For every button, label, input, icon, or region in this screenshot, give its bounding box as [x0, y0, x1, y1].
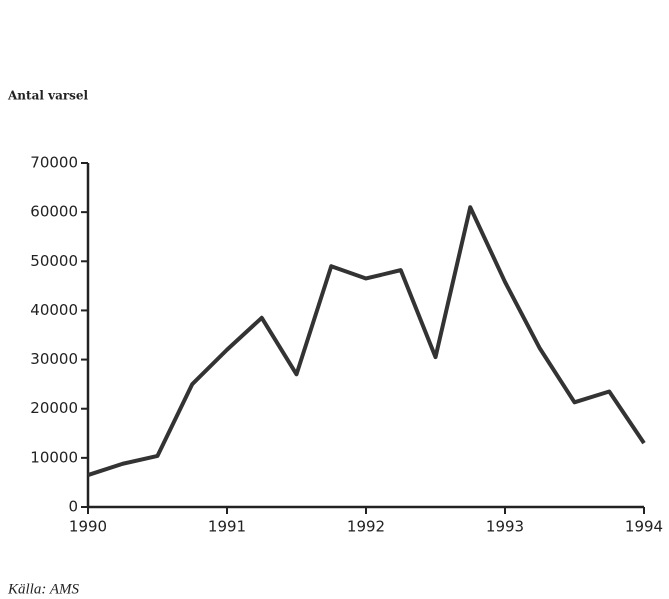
- y-tick-label: 40000: [30, 301, 78, 319]
- y-tick-label: 50000: [30, 252, 78, 270]
- x-tick-label: 1993: [486, 518, 524, 536]
- y-tick-label: 70000: [30, 154, 78, 172]
- x-tick-label: 1990: [69, 518, 107, 536]
- y-tick-label: 20000: [30, 399, 78, 417]
- y-tick-label: 10000: [30, 448, 78, 466]
- y-tick-label: 0: [68, 498, 78, 516]
- x-tick-label: 1994: [625, 518, 663, 536]
- chart-title: Antal varsel: [7, 89, 89, 103]
- y-tick-label: 60000: [30, 203, 78, 221]
- source: Källa: AMS: [7, 581, 79, 597]
- x-tick-label: 1991: [208, 518, 246, 536]
- data-line: [87, 205, 646, 477]
- y-tick-label: 30000: [30, 350, 78, 368]
- x-tick-label: 1992: [347, 518, 385, 536]
